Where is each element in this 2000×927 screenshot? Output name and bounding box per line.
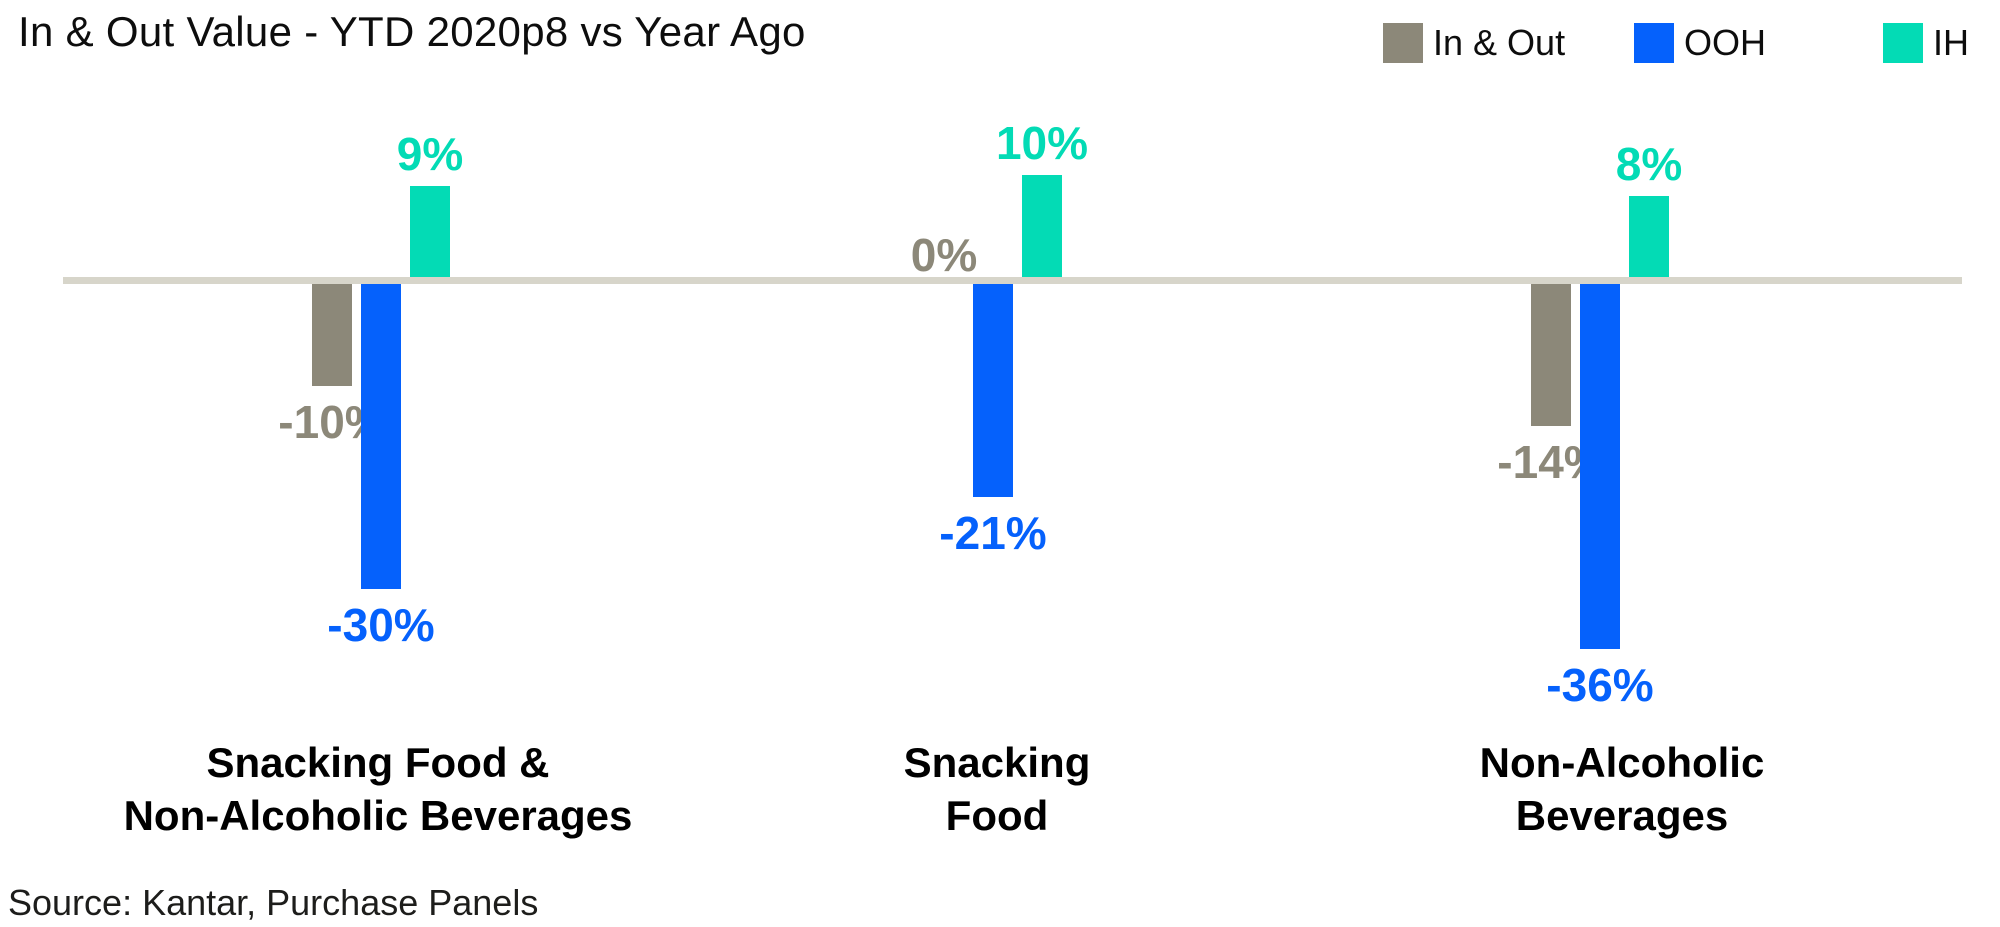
- bar-ih-non-alcoholic-beverages: [1629, 196, 1669, 277]
- bar-ooh-snacking-food: [973, 284, 1013, 497]
- legend-item-ooh: OOH: [1634, 22, 1767, 63]
- source-note: Source: Kantar, Purchase Panels: [8, 882, 539, 923]
- legend-item-ih: IH: [1883, 22, 1969, 63]
- bar-ooh-non-alcoholic-beverages: [1580, 284, 1620, 649]
- bar-ih-snacking-food: [1022, 175, 1062, 277]
- category-label-non-alcoholic-beverages: Non-Alcoholic Beverages: [1480, 736, 1765, 842]
- legend-label-in-out: In & Out: [1433, 22, 1566, 63]
- value-label-in-out-snacking-food: 0%: [910, 229, 978, 281]
- bar-in-out-non-alcoholic-beverages: [1531, 284, 1571, 426]
- category-label-snacking-food-non-alcoholic-beverages: Snacking Food & Non-Alcoholic Beverages: [124, 736, 633, 842]
- value-label-ooh-non-alcoholic-beverages: -36%: [1546, 659, 1654, 711]
- legend-swatch-in-out-icon: [1383, 23, 1423, 63]
- category-label-line: Food: [945, 792, 1049, 839]
- category-label-line: Non-Alcoholic Beverages: [123, 792, 633, 839]
- zero-baseline-axis: [63, 277, 1962, 284]
- category-label-line: Snacking Food &: [206, 739, 550, 786]
- category-label-line: Snacking: [903, 739, 1091, 786]
- bar-in-out-snacking-food-non-alcoholic-beverages: [312, 284, 352, 386]
- legend-swatch-ih-icon: [1883, 23, 1923, 63]
- bar-ooh-snacking-food-non-alcoholic-beverages: [361, 284, 401, 589]
- value-label-ih-non-alcoholic-beverages: 8%: [1615, 138, 1683, 190]
- value-label-ooh-snacking-food-non-alcoholic-beverages: -30%: [327, 599, 435, 651]
- value-label-ooh-snacking-food: -21%: [939, 507, 1047, 559]
- category-label-snacking-food: Snacking Food: [904, 736, 1091, 842]
- category-label-line: Non-Alcoholic: [1479, 739, 1765, 786]
- legend-label-ooh: OOH: [1684, 22, 1767, 63]
- category-label-line: Beverages: [1515, 792, 1729, 839]
- chart-title: In & Out Value - YTD 2020p8 vs Year Ago: [18, 8, 806, 55]
- legend-swatch-ooh-icon: [1634, 23, 1674, 63]
- legend-item-in-out: In & Out: [1383, 22, 1566, 63]
- value-label-ih-snacking-food-non-alcoholic-beverages: 9%: [396, 128, 464, 180]
- value-label-ih-snacking-food: 10%: [995, 117, 1089, 169]
- legend-label-ih: IH: [1933, 22, 1969, 63]
- bar-ih-snacking-food-non-alcoholic-beverages: [410, 186, 450, 277]
